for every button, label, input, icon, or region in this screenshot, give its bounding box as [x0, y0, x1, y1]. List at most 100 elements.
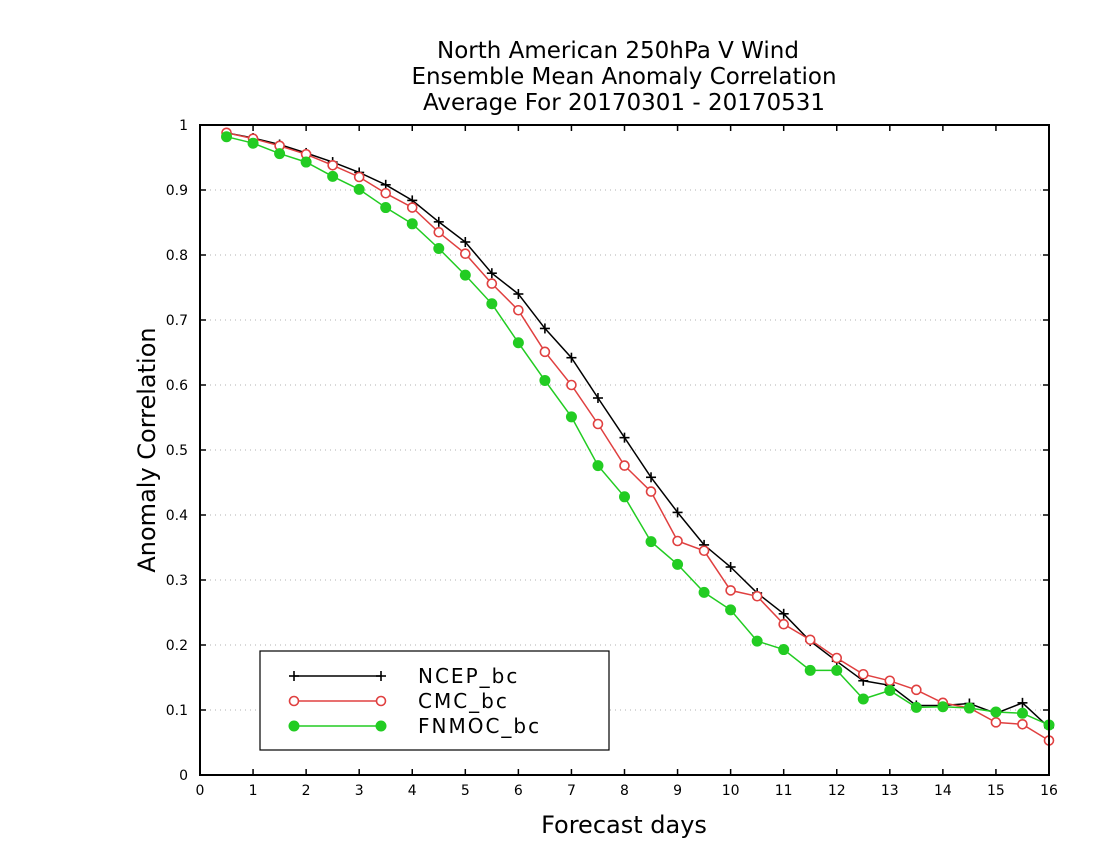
legend-entry: FNMOC_bc: [288, 714, 539, 738]
data-point: [539, 346, 551, 358]
data-point: [831, 652, 843, 664]
data-point: [751, 590, 763, 602]
data-point: [513, 304, 524, 316]
data-point: [486, 268, 497, 279]
y-tick-label: 0.9: [166, 183, 188, 199]
data-point: [406, 202, 418, 213]
data-point: [937, 701, 949, 713]
gridlines: [200, 189, 1049, 711]
data-point: [592, 418, 604, 430]
data-point: [380, 202, 392, 214]
y-tick-label: 0.1: [166, 703, 188, 719]
data-point: [804, 634, 816, 646]
data-point: [1016, 707, 1028, 719]
data-point: [884, 685, 896, 696]
data-point: [288, 720, 300, 732]
data-point: [592, 393, 603, 403]
y-tick-label: 0.3: [166, 573, 188, 589]
data-point: [698, 586, 710, 598]
x-tick-label: 1: [249, 783, 258, 799]
data-point: [672, 507, 683, 518]
series-line: [226, 132, 1050, 729]
data-point: [1017, 697, 1028, 708]
data-point: [353, 171, 365, 183]
series-line: [226, 135, 1050, 726]
data-point: [300, 156, 312, 168]
x-tick-label: 7: [567, 783, 576, 799]
y-tick-label: 0.8: [166, 248, 188, 264]
plot-frame: [199, 124, 1050, 776]
x-tick-label: 9: [673, 783, 682, 799]
data-point: [247, 137, 259, 149]
data-point: [376, 671, 386, 681]
data-point: [963, 702, 975, 714]
data-point: [725, 585, 736, 596]
x-tick-label: 6: [514, 783, 523, 799]
y-tick-label: 0: [179, 768, 188, 784]
data-point: [512, 337, 524, 349]
data-point: [619, 460, 630, 471]
data-point: [725, 604, 737, 616]
data-point: [539, 374, 551, 386]
data-point: [353, 183, 365, 195]
data-point: [645, 486, 657, 497]
y-tick-label: 1: [179, 118, 188, 134]
data-point: [857, 668, 869, 680]
data-point: [486, 298, 498, 310]
y-tick-label: 0.5: [166, 443, 188, 459]
legend-label: CMC_bc: [418, 689, 509, 713]
series-ncep-bc: [221, 127, 1054, 733]
y-axis-ticks: 0 0.1 0.2 0.3 0.4 0.5 0.6 0.7 0.8 0.9 1: [166, 118, 1049, 784]
data-point: [433, 243, 445, 254]
data-point: [619, 432, 630, 443]
data-point: [539, 323, 550, 334]
data-point: [911, 684, 922, 696]
data-point: [646, 472, 657, 483]
series-fnmoc-bc: [221, 131, 1055, 731]
data-point: [566, 352, 577, 363]
y-tick-label: 0.2: [166, 638, 188, 654]
data-point: [566, 379, 577, 391]
y-tick-label: 0.6: [166, 378, 188, 394]
chart-title-line-3: Average For 20170301 - 20170531: [423, 90, 825, 116]
data-point: [831, 664, 843, 676]
x-tick-label: 4: [408, 783, 417, 799]
x-tick-label: 13: [881, 783, 899, 799]
data-point: [459, 269, 471, 281]
data-point: [289, 671, 299, 681]
data-point: [645, 536, 657, 548]
chart-title: North American 250hPa V Wind Ensemble Me…: [411, 38, 836, 116]
x-tick-label: 11: [775, 783, 793, 799]
series-line: [226, 132, 1050, 742]
y-axis-title: Anomaly Correlation: [133, 327, 161, 572]
data-point: [327, 160, 338, 171]
chart-title-line-1: North American 250hPa V Wind: [437, 38, 799, 64]
data-point: [778, 608, 789, 619]
data-point: [884, 675, 896, 687]
x-tick-label: 15: [987, 783, 1005, 799]
x-tick-label: 3: [355, 783, 364, 799]
data-point: [619, 491, 630, 503]
y-tick-label: 0.7: [166, 313, 188, 329]
chart-title-line-2: Ensemble Mean Anomaly Correlation: [411, 64, 836, 90]
data-point: [672, 535, 683, 547]
data-point: [375, 695, 387, 707]
data-point: [375, 720, 387, 732]
x-tick-label: 10: [722, 783, 740, 799]
x-tick-label: 8: [620, 783, 629, 799]
data-point: [857, 693, 869, 705]
x-tick-label: 14: [934, 783, 952, 799]
x-tick-label: 12: [828, 783, 846, 799]
x-axis-title: Forecast days: [541, 811, 707, 839]
data-point: [672, 558, 684, 570]
data-point: [406, 218, 418, 230]
legend-entry: NCEP_bc: [289, 664, 517, 688]
legend-entry: CMC_bc: [288, 689, 509, 713]
data-point: [433, 216, 444, 227]
x-tick-label: 16: [1040, 783, 1058, 799]
data-point: [751, 635, 763, 647]
x-tick-label: 5: [461, 783, 470, 799]
data-point: [221, 131, 233, 143]
